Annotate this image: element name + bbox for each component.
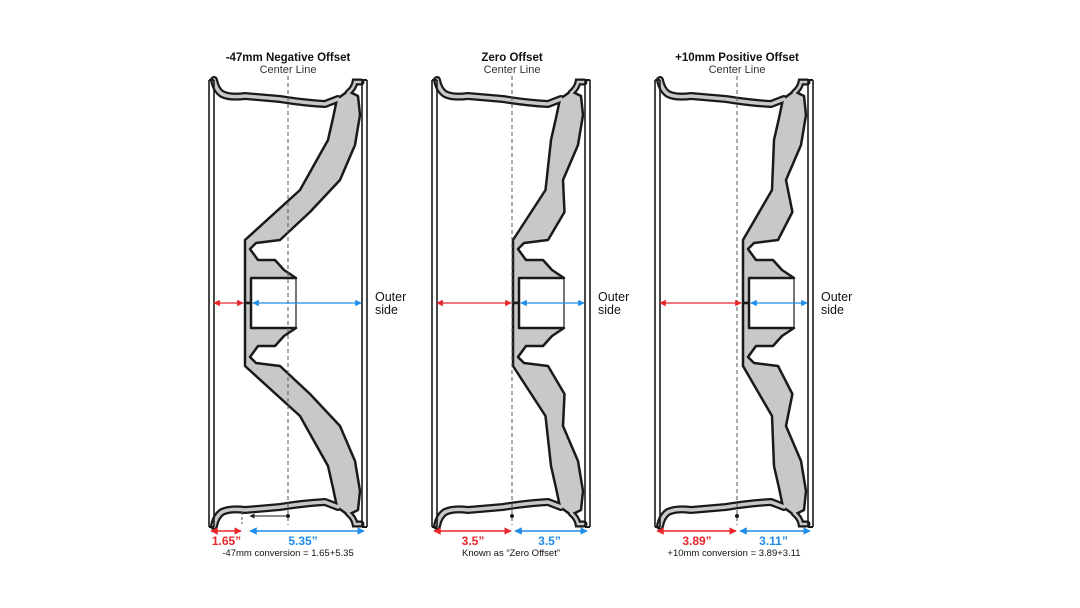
center-line-label: Center Line [484, 64, 541, 76]
outer-value: 3.5” [538, 534, 561, 548]
rim-barrel [212, 500, 340, 528]
wheel-spoke-section [741, 89, 808, 305]
wheel-upper-half [210, 76, 365, 305]
center-point-dot [286, 514, 290, 518]
outer-side-label: side [821, 303, 844, 317]
inner-value: 3.5” [462, 534, 485, 548]
outer-side-label: Outer [598, 290, 629, 304]
rim-barrel [435, 78, 563, 106]
rim-flange [569, 80, 586, 95]
wheel-upper-half [656, 76, 811, 305]
center-line-label: Center Line [260, 64, 317, 76]
rim-flange [792, 80, 809, 95]
rim-barrel [212, 78, 340, 106]
wheel-spoke-section [511, 89, 585, 305]
rim-barrel [658, 78, 786, 106]
outer-side-label: side [375, 303, 398, 317]
panel-title: -47mm Negative Offset [226, 52, 351, 64]
center-point-dot [735, 514, 739, 518]
panel-title: Zero Offset [481, 52, 543, 64]
conversion-note: -47mm conversion = 1.65+5.35 [222, 548, 354, 559]
wheel-spoke-section [243, 301, 362, 517]
wheel-lower-half [433, 301, 588, 530]
wheel-lower-half [210, 301, 365, 530]
outer-value: 3.11” [759, 534, 788, 548]
center-point-dot [510, 514, 514, 518]
outer-side-label: side [598, 303, 621, 317]
conversion-note: Known as “Zero Offset” [462, 548, 560, 559]
outer-side-label: Outer [375, 290, 406, 304]
wheel-upper-half [433, 76, 588, 305]
rim-flange [792, 511, 809, 526]
inner-value: 1.65” [212, 534, 241, 548]
rim-barrel [658, 500, 786, 528]
rim-flange [346, 511, 363, 526]
rim-flange [346, 80, 363, 95]
wheel-lower-half [656, 301, 811, 530]
outer-value: 5.35” [288, 534, 317, 548]
center-line-label: Center Line [709, 64, 766, 76]
wheel-spoke-section [243, 89, 362, 305]
wheel-spoke-section [511, 301, 585, 517]
rim-barrel [435, 500, 563, 528]
rim-flange [569, 511, 586, 526]
outer-side-label: Outer [821, 290, 852, 304]
inner-value: 3.89” [682, 534, 711, 548]
wheel-spoke-section [741, 301, 808, 517]
conversion-note: +10mm conversion = 3.89+3.11 [667, 548, 800, 559]
panel-title: +10mm Positive Offset [675, 52, 799, 64]
